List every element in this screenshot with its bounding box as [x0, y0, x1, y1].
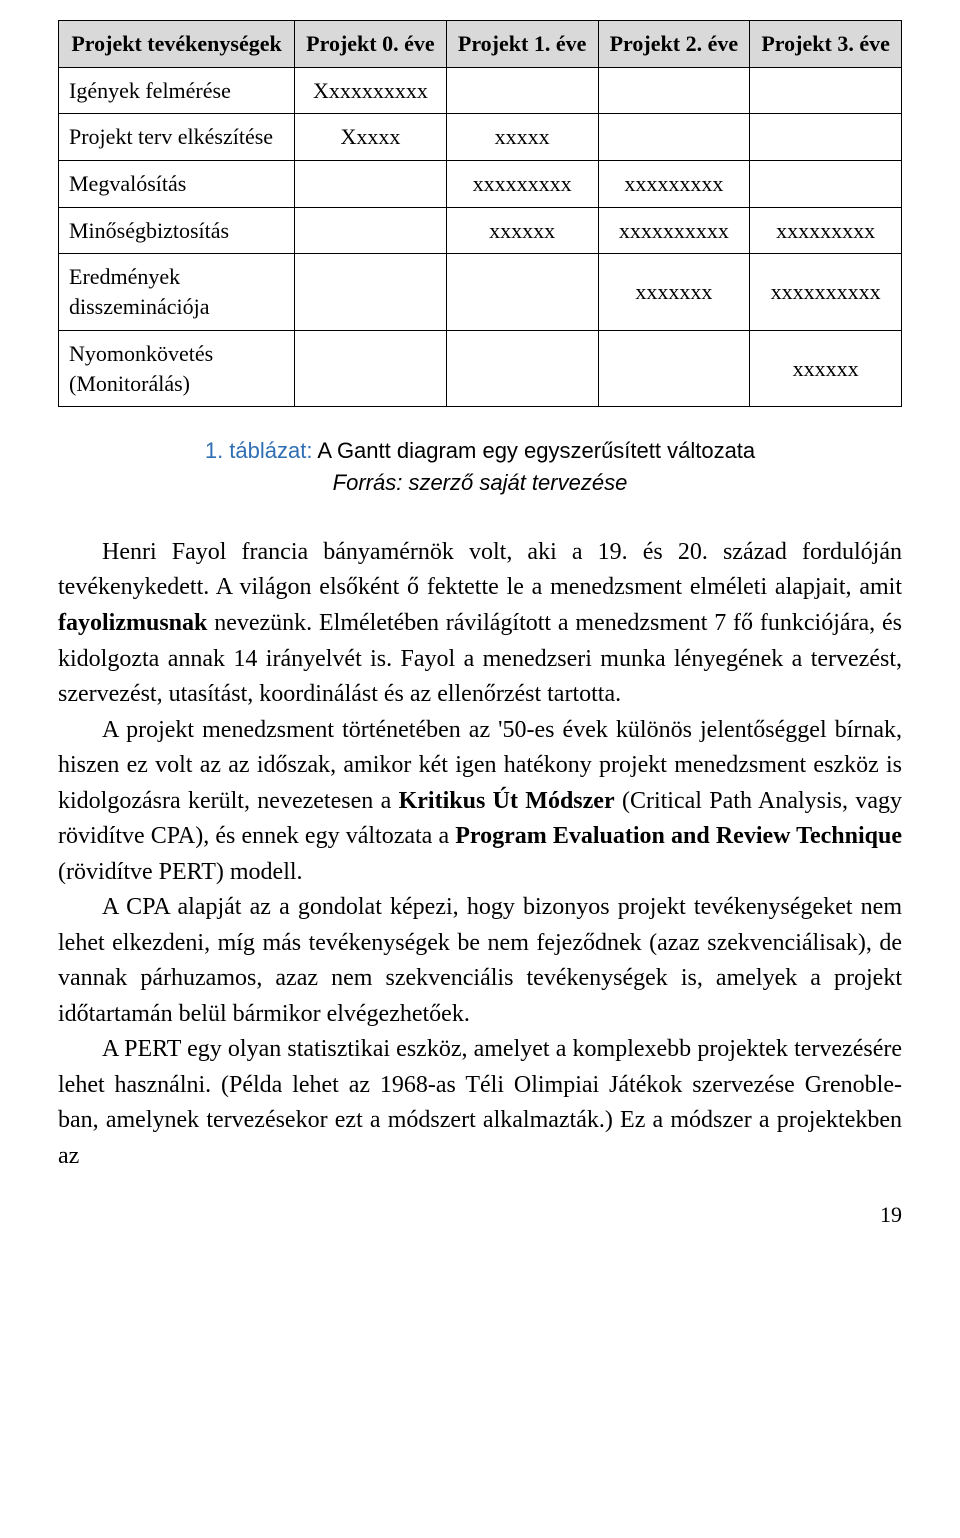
- cell: [598, 114, 750, 161]
- cell: xxxxx: [446, 114, 598, 161]
- cell: [446, 67, 598, 114]
- cell: [750, 114, 902, 161]
- table-row: Eredmények disszeminációja xxxxxxxxxxxxxx…: [59, 254, 902, 330]
- table-caption: 1. táblázat: A Gantt diagram egy egyszer…: [118, 435, 842, 499]
- col-header: Projekt 0. éve: [295, 21, 447, 68]
- cell: Xxxxx: [295, 114, 447, 161]
- row-label: Eredmények disszeminációja: [59, 254, 295, 330]
- bold-term: Program Evaluation and Review Technique: [455, 823, 902, 849]
- text: (rövidítve PERT) modell.: [58, 859, 303, 885]
- cell: xxxxxxxxx: [446, 161, 598, 208]
- table-row: Minőségbiztosításxxxxxxxxxxxxxxxxxxxxxxx…: [59, 207, 902, 254]
- col-header: Projekt 1. éve: [446, 21, 598, 68]
- page-number: 19: [58, 1202, 902, 1228]
- cell: Xxxxxxxxxx: [295, 67, 447, 114]
- row-label: Nyomonkövetés (Monitorálás): [59, 330, 295, 406]
- row-label: Igények felmérése: [59, 67, 295, 114]
- cell: [295, 207, 447, 254]
- caption-lead: 1. táblázat:: [205, 438, 313, 463]
- row-label: Minőségbiztosítás: [59, 207, 295, 254]
- cell: [750, 161, 902, 208]
- row-label: Projekt terv elkészítése: [59, 114, 295, 161]
- table-header-row: Projekt tevékenységek Projekt 0. éve Pro…: [59, 21, 902, 68]
- table-row: Megvalósítás xxxxxxxxxxxxxxxxxx: [59, 161, 902, 208]
- col-header: Projekt 2. éve: [598, 21, 750, 68]
- col-header: Projekt 3. éve: [750, 21, 902, 68]
- caption-source: Forrás: szerző saját tervezése: [333, 470, 628, 495]
- text: Henri Fayol francia bányamérnök volt, ak…: [58, 539, 902, 601]
- cell: xxxxxxxxxx: [598, 207, 750, 254]
- cell: xxxxxxxxxx: [750, 254, 902, 330]
- cell: [750, 67, 902, 114]
- paragraph-3: A CPA alapját az a gondolat képezi, hogy…: [58, 890, 902, 1032]
- cell: [446, 330, 598, 406]
- table-row: Igények felméréseXxxxxxxxxx: [59, 67, 902, 114]
- cell: xxxxxxx: [598, 254, 750, 330]
- paragraph-2: A projekt menedzsment történetében az '5…: [58, 713, 902, 891]
- cell: [295, 254, 447, 330]
- gantt-table: Projekt tevékenységek Projekt 0. éve Pro…: [58, 20, 902, 407]
- col-header: Projekt tevékenységek: [59, 21, 295, 68]
- paragraph-1: Henri Fayol francia bányamérnök volt, ak…: [58, 535, 902, 713]
- cell: [598, 330, 750, 406]
- row-label: Megvalósítás: [59, 161, 295, 208]
- cell: xxxxxx: [446, 207, 598, 254]
- cell: [446, 254, 598, 330]
- cell: [598, 67, 750, 114]
- bold-term: Kritikus Út Módszer: [399, 788, 615, 814]
- cell: [295, 161, 447, 208]
- table-row: Nyomonkövetés (Monitorálás) xxxxxx: [59, 330, 902, 406]
- cell: xxxxxxxxx: [598, 161, 750, 208]
- cell: xxxxxxxxx: [750, 207, 902, 254]
- bold-term: fayolizmusnak: [58, 610, 207, 636]
- cell: [295, 330, 447, 406]
- table-body: Igények felméréseXxxxxxxxxxProjekt terv …: [59, 67, 902, 407]
- table-row: Projekt terv elkészítéseXxxxxxxxxx: [59, 114, 902, 161]
- caption-main: A Gantt diagram egy egyszerűsített válto…: [312, 438, 755, 463]
- paragraph-4: A PERT egy olyan statisztikai eszköz, am…: [58, 1032, 902, 1174]
- cell: xxxxxx: [750, 330, 902, 406]
